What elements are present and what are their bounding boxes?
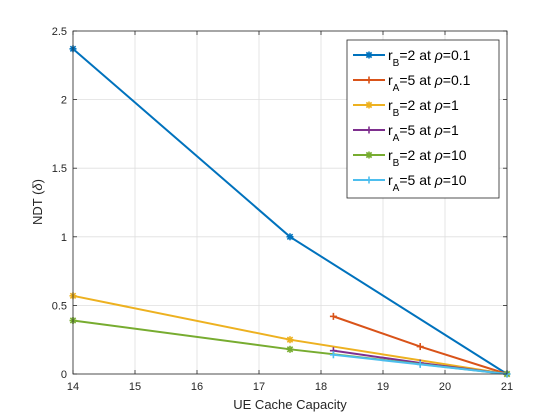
data-point — [416, 360, 424, 368]
legend-item: rB=2 at ρ=0.1 — [353, 47, 471, 69]
legend-label-main: r — [388, 97, 393, 113]
legend-item: rB=2 at ρ=1 — [353, 97, 459, 119]
x-tick-label: 14 — [67, 381, 79, 393]
y-tick-label: 2 — [61, 95, 67, 107]
legend-label: rB=2 at ρ=1 — [388, 97, 459, 119]
legend-label-rho: ρ — [434, 122, 443, 138]
legend-label: rB=2 at ρ=10 — [388, 147, 467, 169]
legend-label-value: =1 — [443, 97, 459, 113]
data-point — [416, 343, 424, 351]
data-point — [286, 336, 294, 344]
legend-label-rest: =5 at — [399, 172, 434, 188]
data-point — [286, 345, 294, 353]
legend-label-main: r — [388, 47, 393, 63]
y-axis-label-close: ) — [30, 179, 45, 183]
legend-item: rA=5 at ρ=0.1 — [353, 72, 471, 94]
legend-label-value: =10 — [443, 147, 467, 163]
legend-marker — [365, 51, 373, 59]
data-point — [329, 312, 337, 320]
legend-label-value: =1 — [443, 122, 459, 138]
x-tick-label: 19 — [377, 381, 389, 393]
legend-label-subscript: A — [393, 183, 400, 194]
legend-marker — [365, 101, 373, 109]
legend-label: rA=5 at ρ=1 — [388, 122, 459, 144]
data-point — [286, 233, 294, 241]
legend-label-rest: =5 at — [399, 72, 434, 88]
legend-label: rA=5 at ρ=0.1 — [388, 72, 471, 94]
legend-label-value: =0.1 — [443, 47, 471, 63]
plot-frame — [72, 30, 508, 375]
series-6 — [329, 351, 511, 378]
y-tick-label: 1.5 — [52, 163, 67, 175]
x-tick-label: 20 — [439, 381, 451, 393]
legend-box — [346, 39, 500, 199]
legend-marker — [365, 76, 373, 84]
legend-marker — [365, 126, 373, 134]
legend-label-main: r — [388, 172, 393, 188]
legend-marker — [365, 176, 373, 184]
marker-stroke — [286, 233, 294, 240]
legend-label-rho: ρ — [434, 72, 443, 88]
legend-label-main: r — [388, 72, 393, 88]
legend-label-rest: =2 at — [399, 97, 434, 113]
legend-label-subscript: B — [393, 158, 400, 169]
legend-label: rA=5 at ρ=10 — [388, 172, 467, 194]
legend-item: rA=5 at ρ=10 — [353, 172, 467, 194]
x-axis-label: UE Cache Capacity — [233, 397, 347, 412]
legend-label-subscript: B — [393, 108, 400, 119]
legend-label-rho: ρ — [434, 47, 443, 63]
marker-stroke — [286, 336, 294, 343]
marker-stroke — [365, 101, 373, 109]
legend-label-rest: =2 at — [399, 147, 434, 163]
legend-label-rho: ρ — [434, 147, 443, 163]
legend-label-subscript: B — [393, 58, 400, 69]
legend: rB=2 at ρ=0.1rA=5 at ρ=0.1rB=2 at ρ=1rA=… — [346, 39, 500, 199]
marker-stroke — [365, 151, 373, 159]
legend-label-value: =0.1 — [443, 72, 471, 88]
ticks: 14 15 16 17 18 19 20 21 0 0.5 1 1.5 2 2.5 — [52, 26, 513, 393]
legend-label-rho: ρ — [434, 97, 443, 113]
marker-stroke — [286, 346, 294, 353]
legend-label-main: r — [388, 147, 393, 163]
legend-label-rest: =5 at — [399, 122, 434, 138]
legend-item: rA=5 at ρ=1 — [353, 122, 459, 144]
y-tick-label: 0 — [61, 369, 67, 381]
y-axis-label: NDT (δ) — [30, 179, 45, 225]
legend-label-main: r — [388, 122, 393, 138]
data-point — [329, 351, 337, 359]
y-tick-label: 2.5 — [52, 26, 67, 38]
legend-label-value: =10 — [443, 172, 467, 188]
x-tick-label: 18 — [315, 381, 327, 393]
x-tick-label: 17 — [253, 381, 265, 393]
legend-item: rB=2 at ρ=10 — [353, 147, 467, 169]
marker-stroke — [365, 51, 373, 59]
legend-marker — [365, 151, 373, 159]
y-axis-label-symbol: δ — [30, 183, 45, 191]
legend-label-rest: =2 at — [399, 47, 434, 63]
legend-label-subscript: A — [393, 83, 400, 94]
y-tick-label: 1 — [61, 232, 67, 244]
y-tick-label: 0.5 — [52, 300, 67, 312]
x-tick-label: 15 — [129, 381, 141, 393]
legend-label-rho: ρ — [434, 172, 443, 188]
x-tick-label: 21 — [501, 381, 513, 393]
series-layer — [69, 45, 511, 378]
legend-label: rB=2 at ρ=0.1 — [388, 47, 471, 69]
x-tick-label: 16 — [191, 381, 203, 393]
legend-label-subscript: A — [393, 133, 400, 144]
y-axis-label-text: NDT ( — [30, 190, 45, 225]
